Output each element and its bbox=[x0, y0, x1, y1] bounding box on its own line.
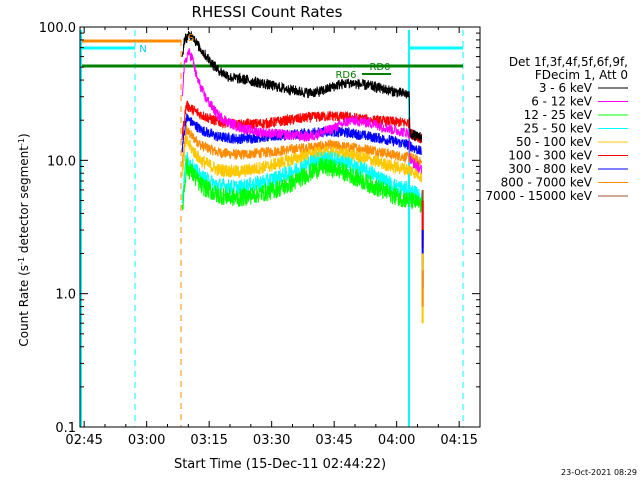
series-line-300to800keV bbox=[181, 113, 422, 155]
x-axis-label: Start Time (15-Dec-11 02:44:22) bbox=[174, 457, 386, 472]
y-tick-label: 1.0 bbox=[55, 288, 76, 303]
series-line-50to100keV bbox=[181, 135, 423, 183]
x-tick-label: 04:00 bbox=[378, 433, 415, 448]
legend-header-1: Det 1f,3f,4f,5f,6f,9f, bbox=[509, 55, 628, 69]
legend-entry-label: 50 - 100 keV bbox=[516, 135, 593, 149]
x-tick-label: 04:15 bbox=[440, 433, 477, 448]
s-label: S bbox=[188, 33, 194, 44]
legend-entry-label: 300 - 800 keV bbox=[508, 162, 592, 176]
legend-entry-label: 800 - 7000 keV bbox=[501, 176, 593, 190]
x-tick-label: 02:45 bbox=[65, 433, 102, 448]
x-tick-label: 03:45 bbox=[315, 433, 352, 448]
n-label: N bbox=[139, 44, 146, 55]
series-line-6to12keV bbox=[181, 48, 423, 174]
legend-entry-label: 6 - 12 keV bbox=[531, 95, 593, 109]
x-tick-label: 03:30 bbox=[253, 433, 290, 448]
series-layer bbox=[181, 31, 424, 324]
y-tick-label: 100.0 bbox=[39, 21, 76, 36]
axis-layer: 02:45 03:00 03:15 03:30 03:45 04:00 04:15 0.1 1.… bbox=[39, 21, 481, 448]
rd0-label: RD0 bbox=[369, 62, 390, 73]
x-tick-label: 03:15 bbox=[190, 433, 227, 448]
legend-entry-label: 3 - 6 keV bbox=[539, 81, 593, 95]
rd6-label: RD6 bbox=[335, 70, 356, 81]
plot-frame bbox=[79, 26, 481, 428]
legend-entry-label: 7000 - 15000 keV bbox=[485, 189, 592, 203]
legend-entry-label: 100 - 300 keV bbox=[508, 149, 592, 163]
series-line-3to6keV bbox=[181, 31, 423, 143]
legend-entry-label: 25 - 50 keV bbox=[524, 122, 593, 136]
y-axis-label: Count Rate (s-1 detector segment-1) bbox=[17, 133, 32, 346]
legend-entry-label: 12 - 25 keV bbox=[524, 108, 593, 122]
legend-header-2: FDecim 1, Att 0 bbox=[535, 68, 628, 82]
series-line-800to7000keV bbox=[181, 124, 423, 167]
x-tick-label: 03:00 bbox=[128, 433, 165, 448]
series-line-12to25keV bbox=[181, 157, 423, 213]
generation-timestamp: 23-Oct-2021 08:29 bbox=[561, 468, 637, 477]
legend: Det 1f,3f,4f,5f,6f,9f, FDecim 1, Att 0 3… bbox=[485, 55, 628, 203]
y-tick-label: 10.0 bbox=[47, 154, 76, 169]
y-tick-label: 0.1 bbox=[55, 421, 76, 436]
chart-title: RHESSI Count Rates bbox=[192, 3, 343, 21]
